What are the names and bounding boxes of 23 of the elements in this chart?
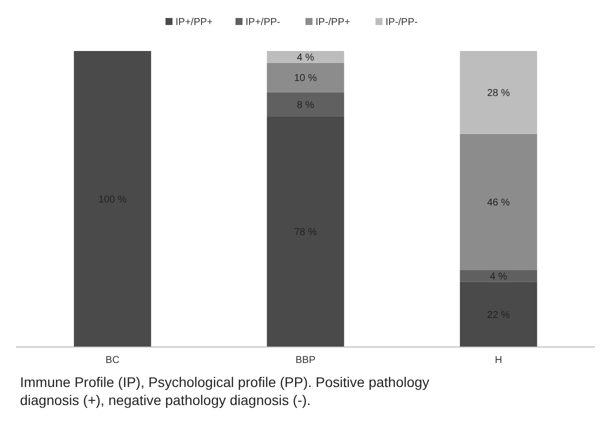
legend-label: IP+/PP+ <box>176 17 213 28</box>
bar <box>460 51 538 134</box>
legend-label: IP-/PP+ <box>316 17 350 28</box>
legend-label: IP+/PP- <box>246 17 280 28</box>
data-label: 10 % <box>294 73 318 84</box>
x-tick-label: H <box>494 355 502 366</box>
bar <box>74 51 152 347</box>
bar <box>266 62 344 92</box>
bar <box>266 116 344 347</box>
data-label: 8 % <box>296 100 314 111</box>
text: Immune Profile (IP), Psychological profile (PP). Positive pathology diagnosis (+), negative pathology diagnosis (-). <box>20 374 430 408</box>
bar <box>266 51 344 63</box>
data-label: 46 % <box>487 197 510 208</box>
data-label: 28 % <box>487 88 510 99</box>
bar <box>460 134 538 270</box>
x-tick-label: BC <box>106 355 120 366</box>
data-label: 4 % <box>296 52 314 64</box>
legend-label: IP-/PP- <box>386 17 418 28</box>
bar <box>460 282 538 347</box>
bar <box>460 270 538 282</box>
data-label: 4 % <box>490 271 508 282</box>
x-tick-label: BBP <box>295 355 316 366</box>
bar <box>266 92 344 116</box>
